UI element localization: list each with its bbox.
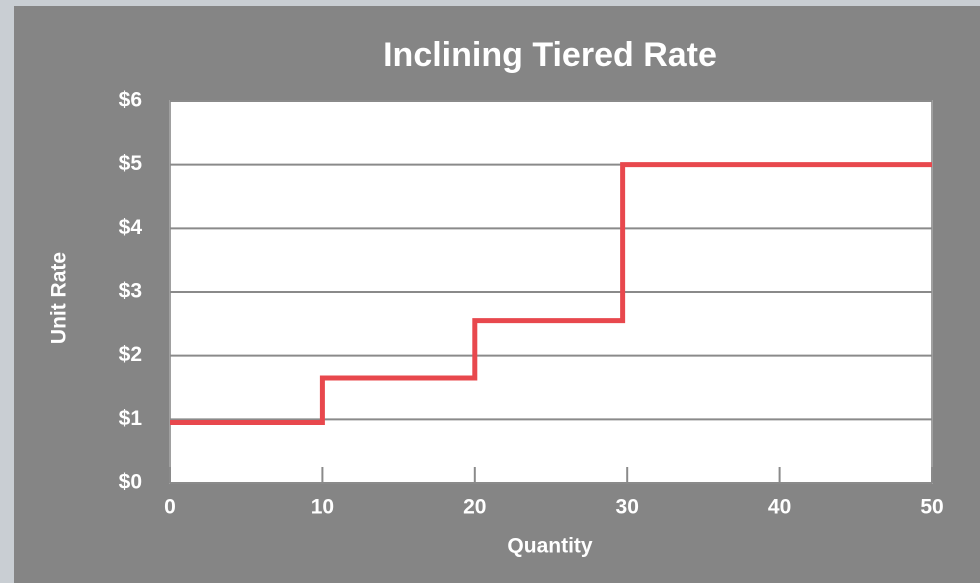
- chart-title: Inclining Tiered Rate: [383, 36, 717, 74]
- y-tick-label: $4: [119, 216, 143, 239]
- x-tick-label: 0: [164, 496, 176, 519]
- y-tick-label: $6: [119, 89, 142, 112]
- y-tick-label: $0: [119, 471, 142, 494]
- x-tick-label: 20: [463, 496, 486, 519]
- x-axis-label: Quantity: [507, 535, 592, 558]
- y-tick-label: $2: [119, 343, 142, 366]
- x-tick-label: 10: [311, 496, 334, 519]
- y-tick-label: $5: [119, 152, 143, 175]
- x-tick-label: 30: [616, 496, 639, 519]
- y-tick-label: $3: [119, 280, 142, 303]
- page: Inclining Tiered Rate Quantity Unit Rate…: [0, 0, 980, 583]
- x-tick-label: 50: [920, 496, 943, 519]
- y-tick-label: $1: [119, 407, 143, 430]
- y-axis-label: Unit Rate: [48, 252, 71, 344]
- chart: Inclining Tiered Rate Quantity Unit Rate…: [0, 0, 980, 583]
- x-tick-label: 40: [768, 496, 791, 519]
